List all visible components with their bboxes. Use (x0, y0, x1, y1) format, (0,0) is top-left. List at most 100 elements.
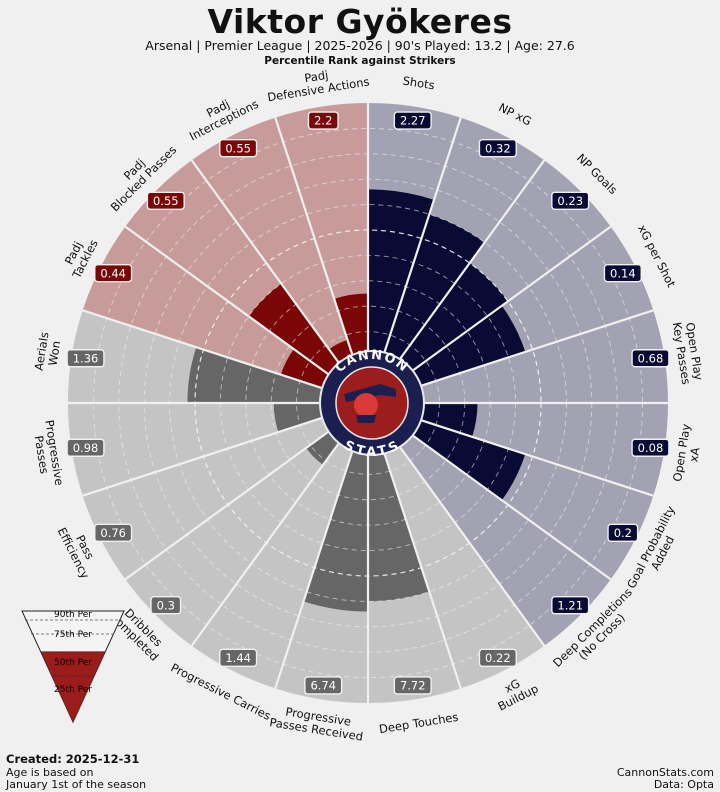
segment-background (67, 403, 325, 496)
value-text: 0.98 (73, 441, 99, 455)
segment-background (82, 417, 331, 580)
category-label: NP xG (496, 100, 533, 128)
value-box: 0.55 (219, 138, 258, 158)
segment-separator (274, 117, 355, 360)
segment-separator (411, 309, 654, 390)
value-text: 2.27 (400, 114, 426, 128)
player-subtitle: Arsenal | Premier League | 2025-2026 | 9… (145, 38, 575, 53)
svg-text:STATS: STATS (342, 438, 403, 460)
age-note-line-2: January 1st of the season (6, 778, 147, 791)
value-text: 0.76 (100, 526, 126, 540)
percentile-bar (411, 403, 478, 437)
value-box: 6.74 (304, 676, 343, 695)
value-text: 0.23 (557, 194, 583, 208)
value-box: 1.21 (551, 596, 590, 615)
segment-background (191, 440, 354, 689)
value-text: 0.68 (638, 351, 664, 365)
value-box: 0.3 (150, 596, 182, 615)
value-text: 0.22 (485, 651, 511, 665)
percentile-bar (187, 347, 325, 403)
segment-separator (394, 159, 546, 367)
value-text: 0.55 (225, 141, 251, 155)
value-box: 0.2 (607, 523, 639, 543)
percentile-bar (273, 403, 325, 433)
value-text: 0.3 (157, 598, 175, 612)
category-label: ProgressivePasses Received (269, 702, 367, 743)
segment-separator (404, 429, 612, 581)
value-box: 0.98 (66, 438, 105, 457)
value-box: 0.23 (551, 191, 590, 210)
category-label: Open PlayKey Passes (670, 319, 707, 385)
value-box: 0.14 (603, 263, 642, 283)
value-box: 0.68 (631, 349, 670, 368)
segment-separator (411, 416, 654, 497)
segment-separator (190, 159, 342, 367)
value-box: 7.72 (393, 676, 432, 695)
segment-separator (381, 117, 462, 360)
category-label: Open PlayxA (670, 423, 706, 485)
value-box: 2.27 (393, 111, 432, 130)
segment-separator (274, 446, 355, 689)
segment-background (395, 430, 611, 646)
segment-separator (381, 446, 462, 689)
legend-50th: 50th Per (54, 658, 92, 668)
value-box: 0.44 (94, 263, 133, 283)
data-source: Data: Opta (653, 778, 714, 791)
value-text: 0.08 (638, 441, 664, 455)
category-label: xGBuildup (490, 670, 541, 714)
percentile-legend: 90th Per 75th Per 50th Per 25th Per (21, 610, 125, 724)
percentile-bar (303, 446, 368, 612)
value-text: 0.14 (610, 266, 636, 280)
category-label: Deep Touches (378, 710, 459, 736)
value-box: 2.2 (307, 111, 339, 130)
percentile-rank-label: Percentile Rank against Strikers (264, 55, 456, 67)
segment-background (191, 117, 354, 366)
value-box: 0.55 (146, 191, 185, 210)
value-text: 0.44 (100, 266, 126, 280)
segment-separator (82, 416, 325, 497)
category-label: Shots (402, 74, 436, 93)
percentile-bar (368, 446, 430, 602)
value-text: 7.72 (400, 679, 426, 693)
page-title: Viktor Gyökeres (207, 2, 513, 41)
value-text: 0.55 (153, 194, 179, 208)
segment-background (411, 310, 668, 403)
cannon-stats-logo: CANNON STATS (319, 348, 425, 460)
percentile-bar (334, 293, 368, 360)
percentile-bar (280, 349, 331, 389)
segment-separator (124, 429, 332, 581)
value-box: 0.76 (94, 523, 133, 543)
category-label: PadjDefensive Actions (264, 62, 370, 105)
age-note-line-1: Age is based on (6, 766, 94, 779)
segment-background (411, 403, 668, 496)
category-label: NP Goals (574, 151, 620, 197)
percentile-bar (405, 305, 526, 389)
segment-background (82, 226, 331, 389)
segment-background (275, 103, 368, 360)
percentile-bar (382, 214, 485, 366)
percentile-bar (395, 263, 508, 376)
percentile-bar (405, 417, 526, 501)
segment-separator (124, 225, 332, 377)
legend-75th: 75th Per (54, 630, 92, 640)
segment-separator (190, 439, 342, 647)
created-date: Created: 2025-12-31 (6, 752, 140, 766)
value-box: 0.08 (631, 438, 670, 457)
logo-text-bottom: STATS (342, 438, 401, 460)
legend-90th: 90th Per (54, 610, 92, 620)
segment-separator (82, 309, 325, 390)
category-label: AerialsWon (32, 331, 65, 374)
value-box: 1.36 (66, 349, 105, 368)
value-text: 6.74 (310, 679, 336, 693)
value-text: 0.32 (485, 141, 511, 155)
value-box: 0.32 (478, 138, 517, 158)
segment-background (125, 430, 341, 646)
legend-25th: 25th Per (54, 685, 92, 695)
value-text: 2.2 (314, 114, 332, 128)
value-text: 1.21 (557, 598, 583, 612)
category-label: ProgressivePasses (29, 419, 66, 489)
site-credit: CannonStats.com (616, 766, 714, 779)
percentile-bar (248, 283, 341, 376)
segment-background (382, 440, 545, 689)
